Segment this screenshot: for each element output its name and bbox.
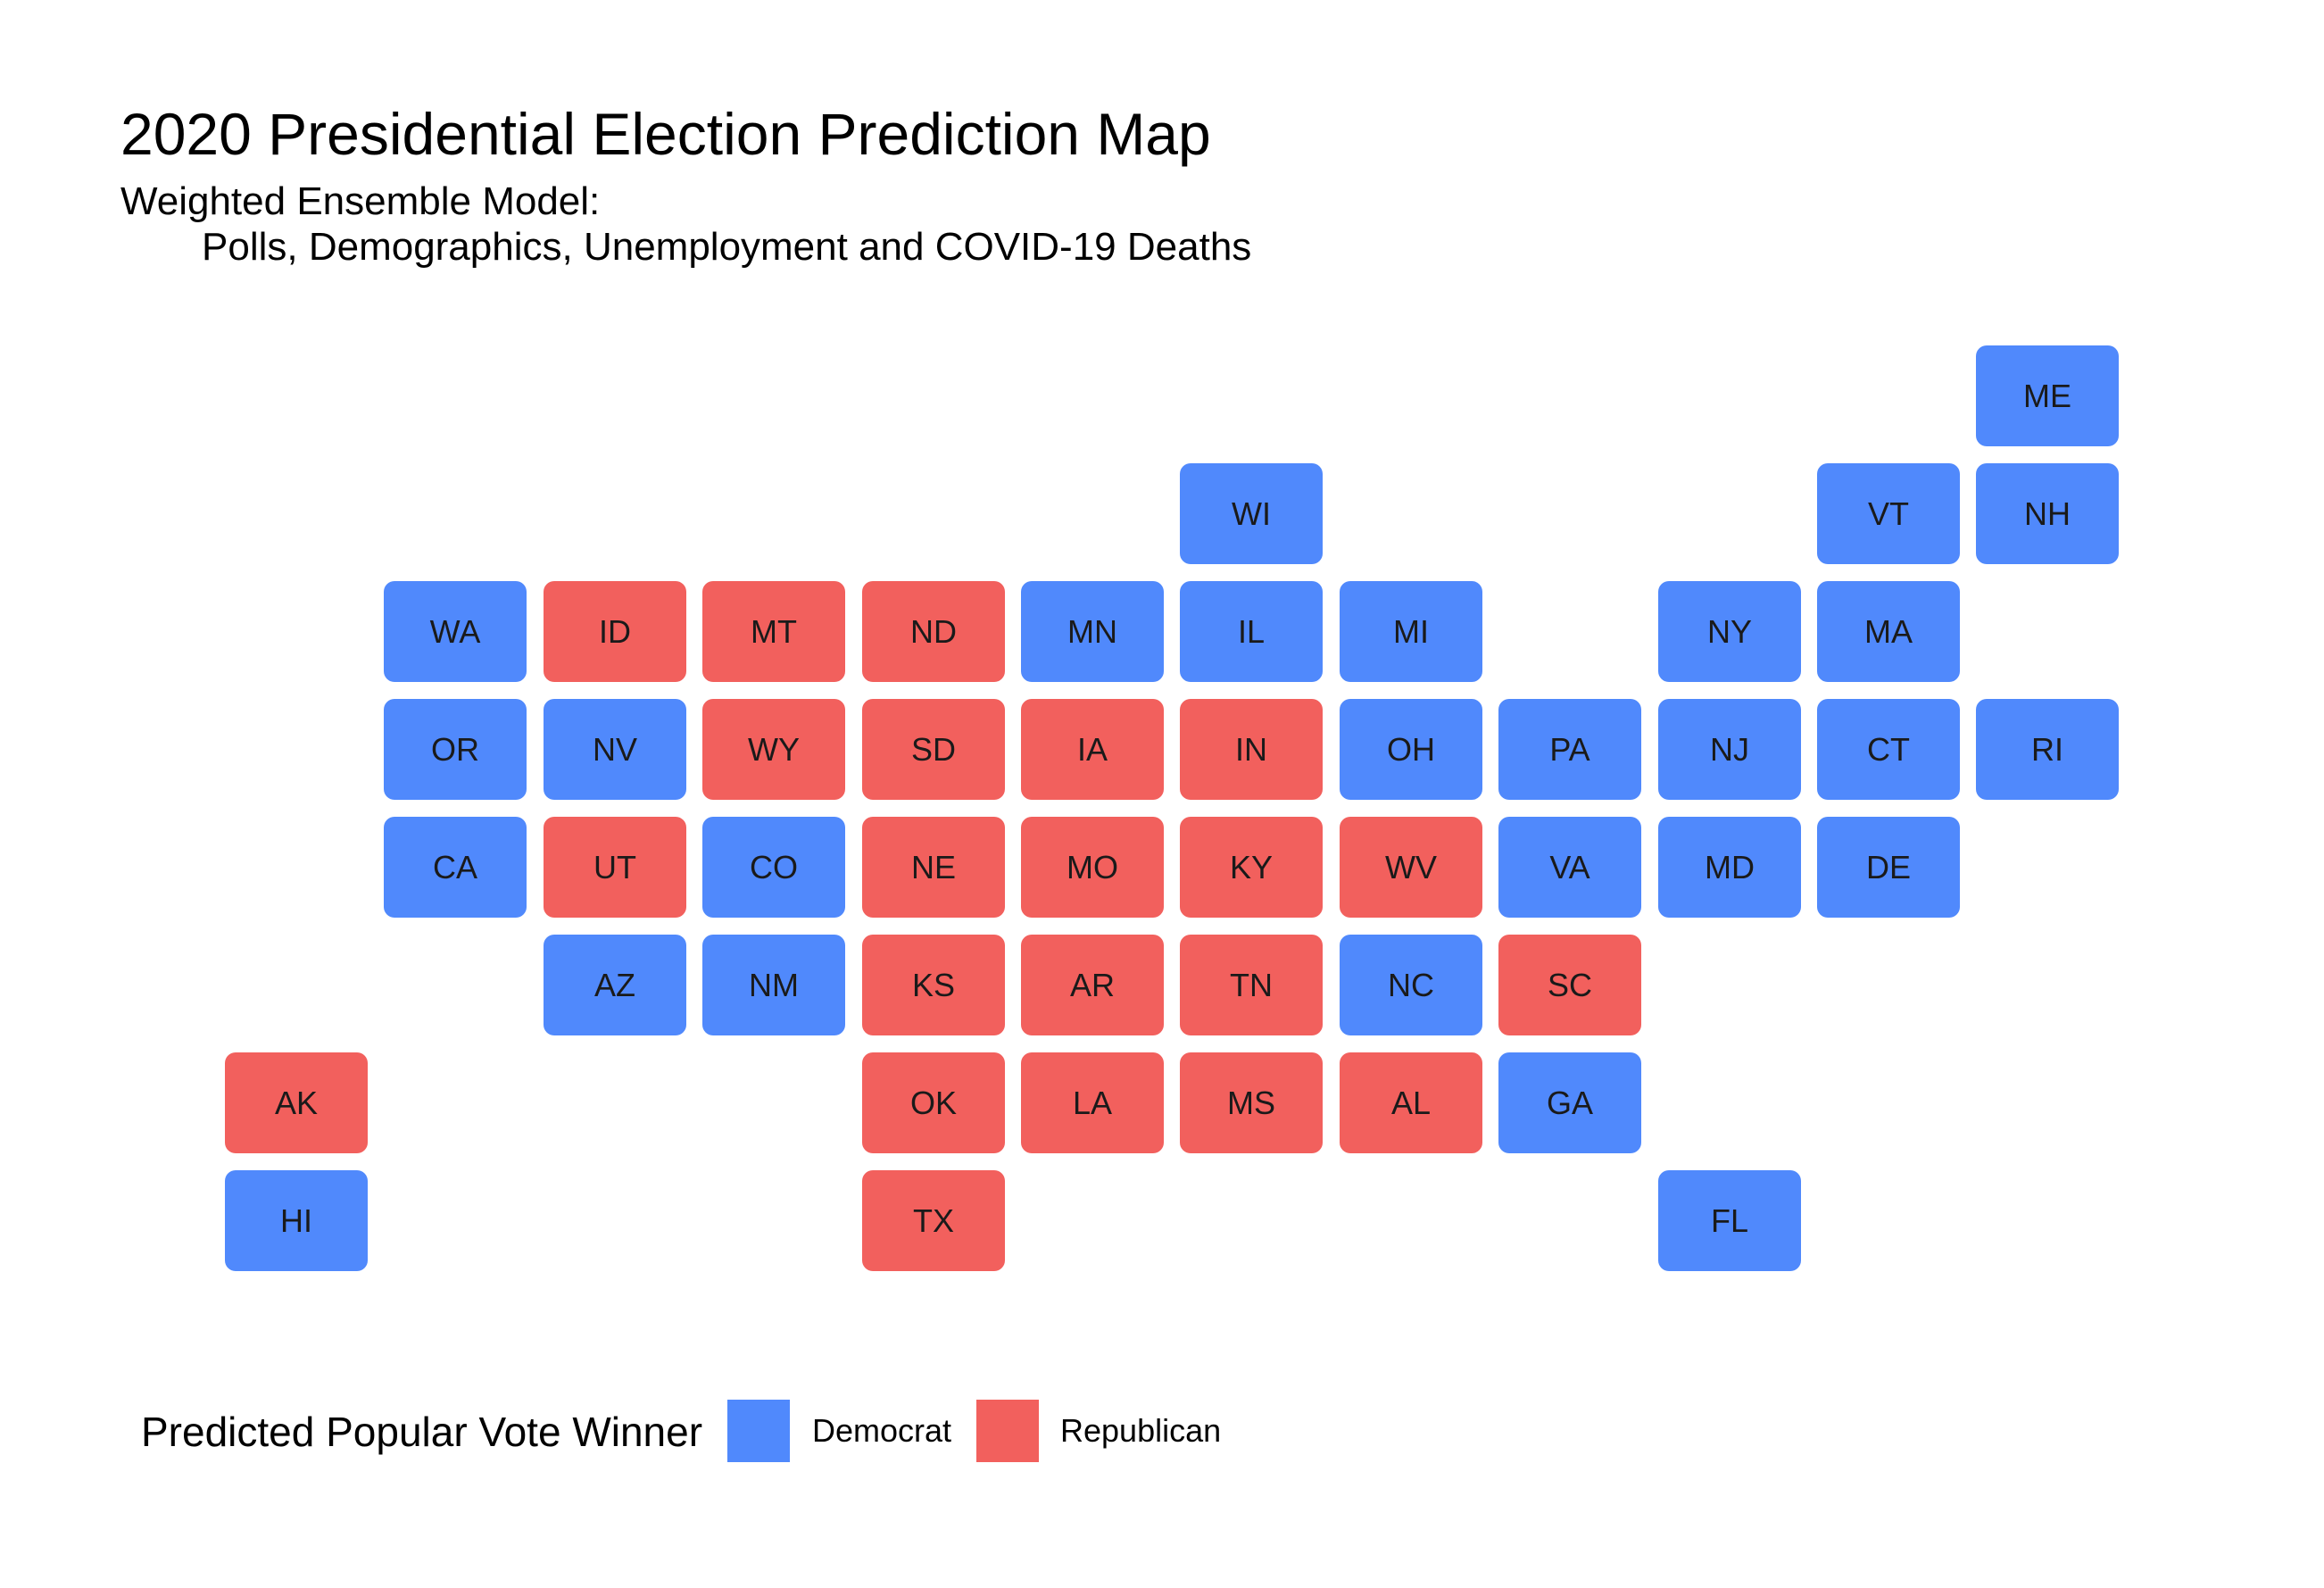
state-tile-sc: SC xyxy=(1498,935,1641,1035)
state-tile-hi: HI xyxy=(225,1170,368,1271)
legend-label-republican: Republican xyxy=(1060,1412,1222,1449)
state-tile-nj: NJ xyxy=(1658,699,1801,800)
state-tile-ut: UT xyxy=(544,817,686,918)
state-tile-la: LA xyxy=(1021,1052,1164,1153)
state-tile-me: ME xyxy=(1976,345,2119,446)
legend-key-democrat xyxy=(727,1400,790,1462)
state-tile-ri: RI xyxy=(1976,699,2119,800)
state-tile-co: CO xyxy=(702,817,845,918)
state-tile-ct: CT xyxy=(1817,699,1960,800)
state-tile-de: DE xyxy=(1817,817,1960,918)
state-tile-ks: KS xyxy=(862,935,1005,1035)
state-tile-ms: MS xyxy=(1180,1052,1323,1153)
state-tile-pa: PA xyxy=(1498,699,1641,800)
state-tile-al: AL xyxy=(1340,1052,1482,1153)
state-tile-wi: WI xyxy=(1180,463,1323,564)
state-tile-md: MD xyxy=(1658,817,1801,918)
state-tile-nd: ND xyxy=(862,581,1005,682)
state-tile-in: IN xyxy=(1180,699,1323,800)
state-tile-mn: MN xyxy=(1021,581,1164,682)
map-title: 2020 Presidential Election Prediction Ma… xyxy=(120,101,1211,167)
state-tile-nm: NM xyxy=(702,935,845,1035)
state-tile-ma: MA xyxy=(1817,581,1960,682)
state-tile-ak: AK xyxy=(225,1052,368,1153)
state-tile-ar: AR xyxy=(1021,935,1164,1035)
state-tile-tx: TX xyxy=(862,1170,1005,1271)
state-tile-vt: VT xyxy=(1817,463,1960,564)
state-tile-sd: SD xyxy=(862,699,1005,800)
state-tile-wv: WV xyxy=(1340,817,1482,918)
state-tile-mi: MI xyxy=(1340,581,1482,682)
map-subtitle-line-1: Weighted Ensemble Model: xyxy=(120,179,601,223)
state-tile-ga: GA xyxy=(1498,1052,1641,1153)
state-tile-ia: IA xyxy=(1021,699,1164,800)
state-tile-id: ID xyxy=(544,581,686,682)
state-tile-wy: WY xyxy=(702,699,845,800)
state-tile-ny: NY xyxy=(1658,581,1801,682)
state-tile-az: AZ xyxy=(544,935,686,1035)
state-tile-mt: MT xyxy=(702,581,845,682)
state-tile-ne: NE xyxy=(862,817,1005,918)
state-tile-ky: KY xyxy=(1180,817,1323,918)
state-tile-nh: NH xyxy=(1976,463,2119,564)
map-subtitle-line-2: Polls, Demographics, Unemployment and CO… xyxy=(202,225,1252,269)
state-tile-nv: NV xyxy=(544,699,686,800)
state-tile-fl: FL xyxy=(1658,1170,1801,1271)
state-tile-va: VA xyxy=(1498,817,1641,918)
state-tile-or: OR xyxy=(384,699,527,800)
state-tile-wa: WA xyxy=(384,581,527,682)
state-tile-tn: TN xyxy=(1180,935,1323,1035)
state-tile-ca: CA xyxy=(384,817,527,918)
state-tile-oh: OH xyxy=(1340,699,1482,800)
legend-label-democrat: Democrat xyxy=(812,1412,952,1449)
legend-title: Predicted Popular Vote Winner xyxy=(141,1409,703,1455)
state-tile-il: IL xyxy=(1180,581,1323,682)
legend-key-republican xyxy=(976,1400,1039,1462)
state-tile-ok: OK xyxy=(862,1052,1005,1153)
state-tile-nc: NC xyxy=(1340,935,1482,1035)
state-tile-mo: MO xyxy=(1021,817,1164,918)
